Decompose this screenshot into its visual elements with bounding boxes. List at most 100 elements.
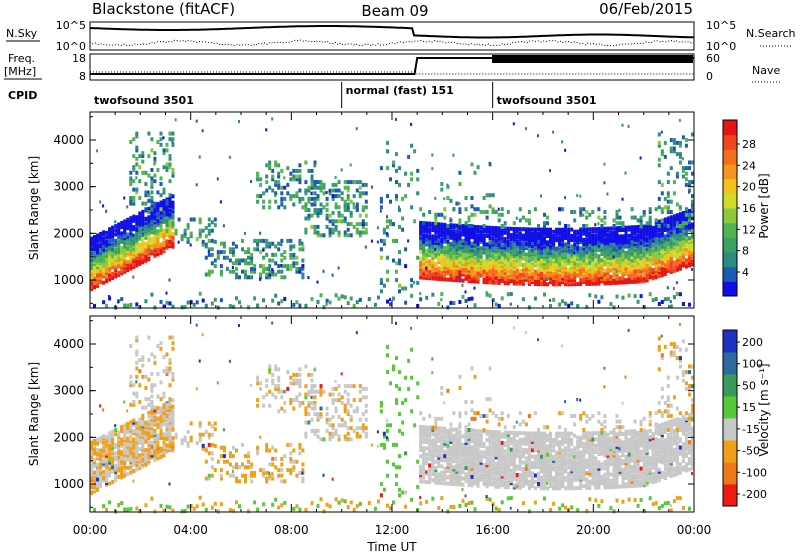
data-cell [314, 395, 317, 399]
data-cell [492, 260, 495, 264]
data-cell [495, 281, 498, 285]
data-cell [576, 194, 578, 197]
data-cell [685, 248, 688, 252]
data-cell [283, 479, 286, 483]
data-cell [410, 123, 412, 126]
data-cell [356, 228, 359, 232]
data-cell [317, 225, 320, 229]
data-cell [431, 234, 434, 238]
data-cell [114, 451, 117, 455]
data-cell [96, 234, 99, 238]
data-cell [226, 256, 229, 260]
colorbar-swatch [723, 267, 737, 282]
data-cell [138, 249, 141, 253]
data-cell [573, 242, 576, 246]
data-cell [126, 205, 128, 208]
data-cell [120, 231, 123, 235]
data-cell [425, 221, 428, 225]
data-cell [150, 176, 153, 180]
data-cell [682, 255, 685, 259]
data-cell [347, 426, 350, 430]
data-cell [462, 239, 465, 243]
data-cell [102, 449, 105, 453]
data-cell [229, 474, 232, 478]
data-cell [226, 471, 229, 475]
data-cell [501, 239, 503, 242]
data-cell [301, 472, 303, 475]
data-cell [250, 471, 253, 475]
data-cell [108, 444, 111, 448]
data-cell [123, 197, 125, 200]
data-cell [462, 254, 465, 258]
data-cell [187, 223, 190, 227]
freq-tick-bottom: 8 [79, 70, 86, 83]
data-cell [362, 423, 365, 427]
cpid-segment-label: twofsound 3501 [497, 94, 597, 107]
data-cell [93, 304, 96, 308]
data-cell [344, 217, 347, 221]
data-cell [108, 240, 111, 244]
data-cell [129, 176, 132, 180]
data-cell [214, 468, 217, 472]
data-cell [673, 214, 676, 218]
data-cell [323, 390, 326, 394]
data-cell [398, 206, 400, 209]
data-cell [132, 196, 135, 200]
data-cell [643, 252, 646, 256]
data-cell [582, 214, 584, 217]
data-cell [262, 468, 265, 472]
data-cell [317, 390, 320, 394]
data-cell [552, 272, 555, 276]
data-cell [205, 226, 208, 230]
data-cell [220, 502, 223, 506]
data-cell [462, 224, 465, 228]
data-cell [353, 180, 356, 184]
data-cell [323, 183, 326, 187]
data-cell [301, 259, 304, 263]
data-cell [289, 381, 292, 385]
data-cell [262, 239, 265, 243]
data-cell [241, 463, 244, 467]
data-cell [513, 122, 515, 125]
data-cell [631, 216, 634, 220]
data-cell [271, 503, 274, 507]
data-cell [126, 266, 129, 270]
data-cell [166, 505, 169, 509]
data-cell [492, 209, 494, 212]
data-cell [244, 232, 246, 235]
data-cell [341, 418, 344, 422]
data-cell [679, 205, 682, 209]
data-cell [480, 210, 483, 214]
data-cell [259, 250, 262, 254]
data-cell [283, 401, 286, 405]
data-cell [501, 207, 504, 211]
data-cell [594, 246, 597, 250]
data-cell [661, 207, 664, 211]
freq-label-top: Freq. [8, 52, 35, 65]
data-cell [235, 449, 238, 453]
data-cell [664, 205, 667, 209]
data-cell [516, 269, 519, 273]
data-cell [274, 465, 277, 469]
data-cell [323, 474, 325, 477]
data-cell [147, 336, 150, 340]
data-cell [205, 304, 208, 308]
data-cell [573, 257, 576, 261]
data-cell [676, 141, 679, 145]
data-cell [655, 207, 658, 211]
data-cell [160, 143, 163, 147]
data-cell [585, 216, 588, 220]
data-cell [301, 197, 304, 201]
data-cell [211, 506, 214, 510]
data-cell [570, 234, 573, 238]
data-cell [428, 210, 431, 214]
data-cell [603, 181, 605, 184]
data-cell [446, 305, 449, 309]
data-cell [169, 221, 172, 225]
data-cell [516, 240, 519, 244]
data-cell [111, 465, 114, 469]
data-cell [295, 261, 298, 265]
data-cell [658, 180, 661, 184]
data-cell [434, 262, 437, 266]
data-cell [114, 432, 117, 436]
